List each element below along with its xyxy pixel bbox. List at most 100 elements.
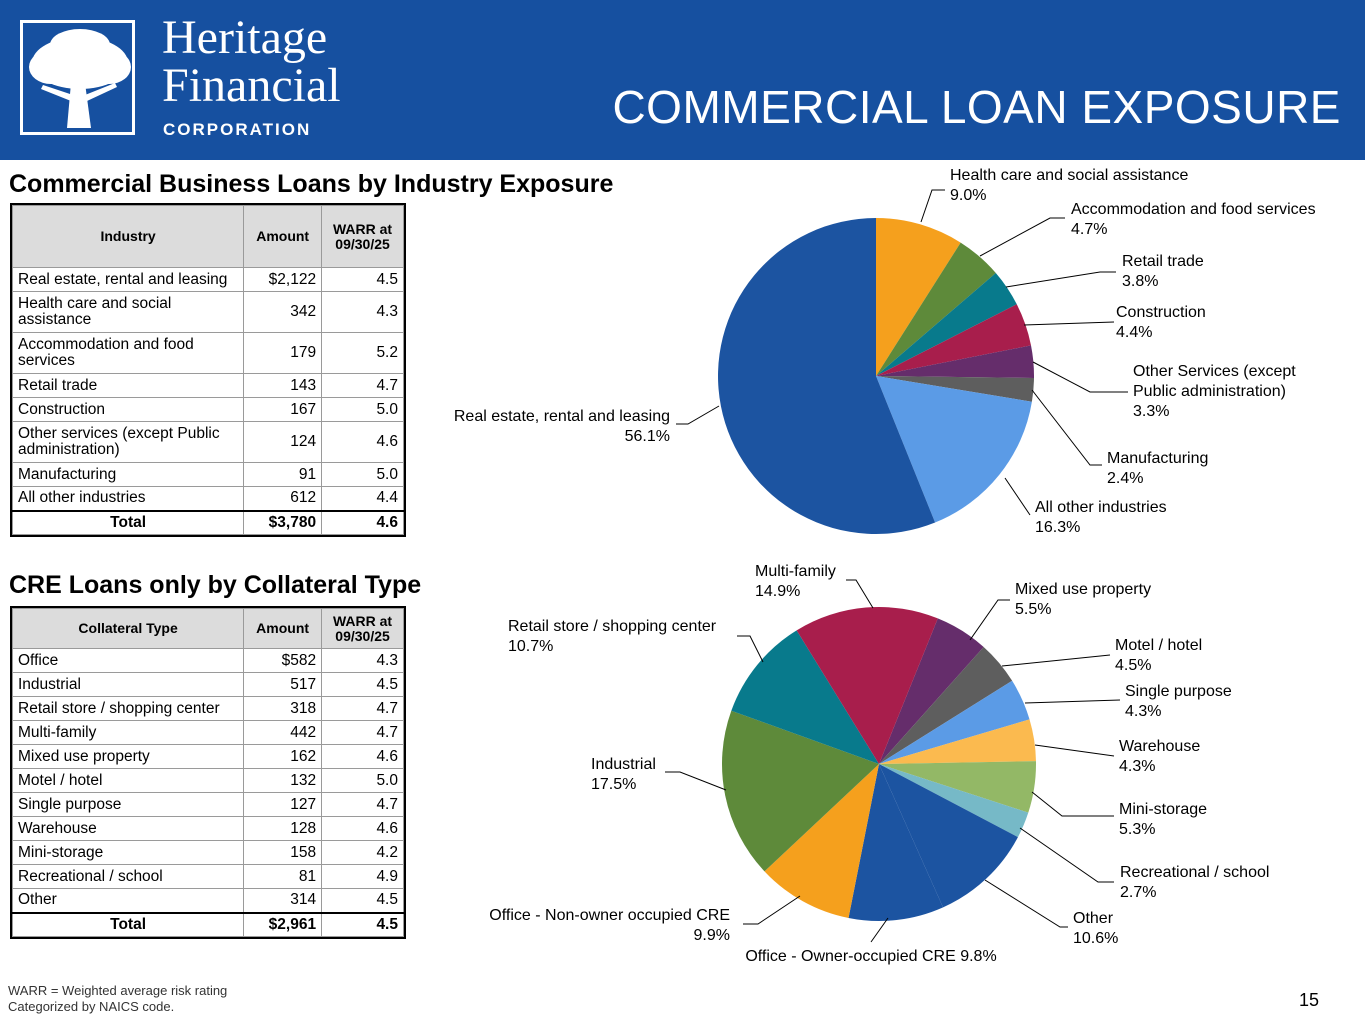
header-banner: Heritage Financial CORPORATION COMMERCIA… (0, 0, 1365, 160)
tree-logo-icon (20, 20, 135, 135)
table-cell: 158 (243, 840, 323, 865)
table-row: Mixed use property 162 4.6 (11, 744, 404, 769)
column-header: WARR at 09/30/25 (321, 608, 404, 649)
table-cell: 132 (243, 768, 323, 793)
pie-slice (879, 719, 1036, 764)
pie-slice (718, 218, 936, 535)
leader-line (870, 917, 889, 943)
table-cell: Manufacturing (11, 462, 245, 487)
pie-slice (876, 345, 1035, 378)
table-cell: 4.4 (321, 486, 404, 511)
table-cell: 4.2 (321, 840, 404, 865)
slice-label: Accommodation and food services 4.7% (1071, 201, 1316, 238)
table-cell: 4.6 (321, 816, 404, 841)
table-row: Manufacturing 91 5.0 (11, 462, 404, 487)
pie-slice (876, 242, 996, 376)
pie-slice (731, 630, 879, 764)
table-row: Industrial 517 4.5 (11, 672, 404, 697)
table-cell: Industrial (11, 672, 245, 697)
section-title-industry: Commercial Business Loans by Industry Ex… (9, 170, 614, 198)
column-header: Amount (243, 608, 323, 649)
logo-name-line2: Financial (162, 59, 341, 112)
slice-label: Industrial 17.5% (591, 756, 656, 793)
leader-line (676, 405, 720, 425)
slice-label: Health care and social assistance 9.0% (950, 167, 1188, 204)
slice-label: Mixed use property 5.5% (1015, 581, 1151, 618)
table-cell: Health care and social assistance (11, 291, 245, 333)
column-header: Industry (11, 205, 245, 268)
leader-line (1023, 321, 1115, 326)
footnote-line: WARR = Weighted average risk rating (8, 983, 228, 998)
table-cell: 4.7 (321, 373, 404, 398)
logo-corporation: CORPORATION (163, 120, 312, 139)
table-row: Mini-storage 158 4.2 (11, 840, 404, 865)
leader-line (665, 771, 727, 791)
pie-slice (879, 618, 984, 764)
column-header: Collateral Type (11, 608, 245, 649)
leader-line (1001, 654, 1111, 667)
pie-slice (722, 710, 879, 872)
industry-table: Industry Amount WARR at 09/30/25 Real est… (10, 203, 406, 537)
slice-label: Office - Owner-occupied CRE 9.8% (745, 948, 996, 965)
column-header: WARR at 09/30/25 (321, 205, 404, 268)
table-cell: Warehouse (11, 816, 245, 841)
table-cell: 318 (243, 696, 323, 721)
table-cell: 314 (243, 888, 323, 913)
table-cell: 143 (243, 373, 323, 398)
table-row: Accommodation and food services 179 5.2 (11, 332, 404, 374)
slice-label: Recreational / school 2.7% (1120, 864, 1269, 901)
slice-label: Construction 4.4% (1116, 304, 1206, 341)
table-row: Other 314 4.5 (11, 888, 404, 913)
slice-label: Warehouse 4.3% (1119, 738, 1200, 775)
pie-slice (876, 376, 1032, 523)
slide-title: COMMERCIAL LOAN EXPOSURE (612, 81, 1341, 133)
slice-label: Other Services (except Public administrat… (1133, 363, 1296, 420)
table-cell: 4.5 (321, 672, 404, 697)
slice-label: All other industries 16.3% (1035, 499, 1167, 536)
table-cell: 4.3 (321, 648, 404, 673)
leader-line (1005, 271, 1116, 288)
leader-line (1019, 827, 1114, 883)
footnote-line: Categorized by NAICS code. (8, 999, 175, 1014)
pie-slice (876, 304, 1032, 376)
table-cell: 4.7 (321, 720, 404, 745)
pie-charts: Health care and social assistance 9.0%Acc… (454, 167, 1316, 965)
pie-slice (796, 607, 938, 764)
table-cell: 4.6 (321, 509, 404, 535)
table-cell: 342 (243, 291, 323, 333)
table-row: Motel / hotel 132 5.0 (11, 768, 404, 793)
slice-label: Multi-family 14.9% (755, 563, 836, 600)
table-row: Other services (except Public administrat… (11, 421, 404, 463)
pie-slice (876, 218, 961, 376)
table-cell: 167 (243, 397, 323, 422)
column-header: Amount (243, 205, 323, 268)
table-cell: Total (11, 509, 245, 535)
slice-label: Mini-storage 5.3% (1119, 801, 1207, 838)
leader-line (1032, 361, 1128, 393)
table-header-row: Industry Amount WARR at 09/30/25 (11, 205, 404, 268)
pie-slice (879, 761, 1036, 813)
pie-slice (879, 764, 1029, 838)
pie-slice (879, 680, 1030, 764)
table-row: Warehouse 128 4.6 (11, 816, 404, 841)
table-cell: 5.0 (321, 397, 404, 422)
table-cell: $3,780 (243, 509, 323, 535)
slice-label: Other 10.6% (1073, 910, 1118, 947)
section-title-collateral: CRE Loans only by Collateral Type (9, 571, 422, 599)
pie-slice (879, 764, 1018, 908)
table-cell: Motel / hotel (11, 768, 245, 793)
table-cell: 4.6 (321, 421, 404, 463)
table-row: Construction 167 5.0 (11, 397, 404, 422)
table-row: Single purpose 127 4.7 (11, 792, 404, 817)
table-cell: Single purpose (11, 792, 245, 817)
collateral-table: Collateral Type Amount WARR at 09/30/25 O… (10, 606, 406, 939)
table-cell: 5.0 (321, 768, 404, 793)
table-cell: Construction (11, 397, 245, 422)
table-cell: 4.6 (321, 744, 404, 769)
table-cell: 162 (243, 744, 323, 769)
table-total-row: Total $3,780 4.6 (11, 509, 404, 535)
footnote: WARR = Weighted average risk rating Cate… (8, 983, 227, 1015)
table-row: Health care and social assistance 342 4.3 (11, 291, 404, 333)
page-number: 15 (1298, 990, 1319, 1010)
leader-line (920, 189, 945, 223)
